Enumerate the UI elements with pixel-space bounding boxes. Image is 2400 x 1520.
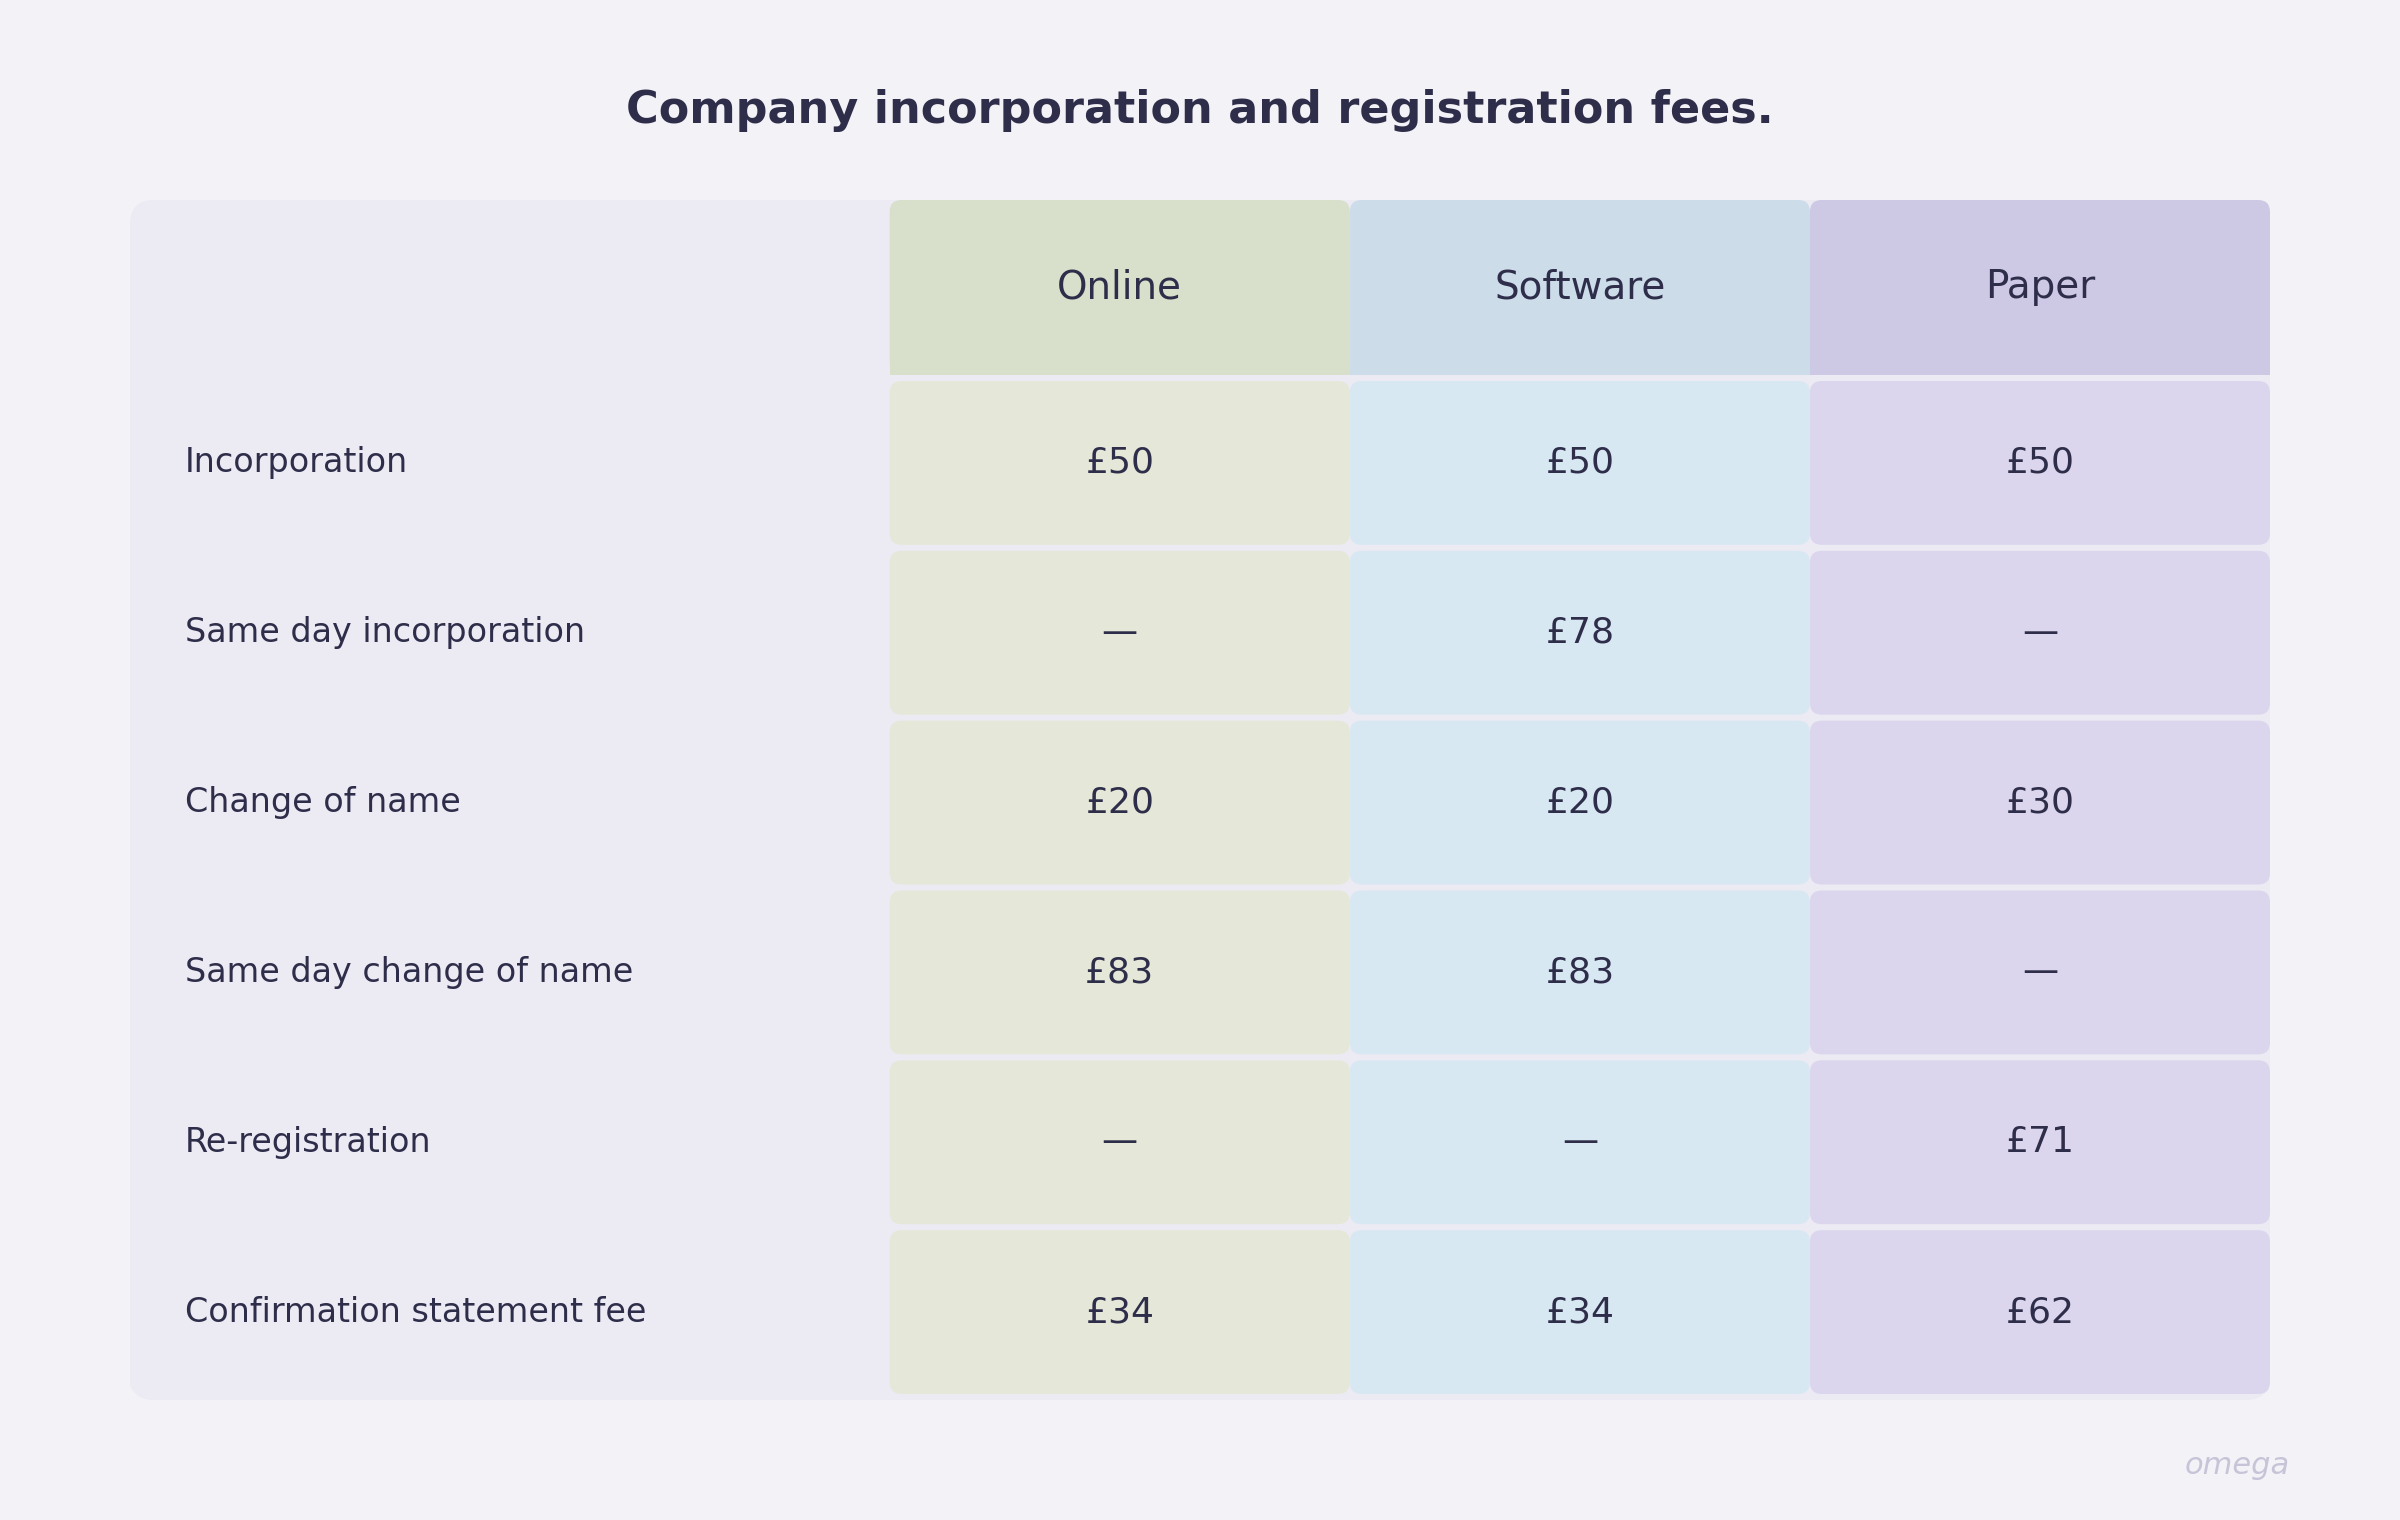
Text: £50: £50 [2006, 445, 2074, 480]
Text: Change of name: Change of name [185, 786, 461, 819]
Text: —: — [1102, 1125, 1138, 1160]
Text: Same day change of name: Same day change of name [185, 956, 634, 990]
FancyBboxPatch shape [890, 382, 1349, 544]
FancyBboxPatch shape [1810, 201, 2270, 375]
Text: Confirmation statement fee: Confirmation statement fee [185, 1295, 646, 1328]
Text: £50: £50 [1085, 445, 1154, 480]
Text: £30: £30 [2006, 786, 2074, 819]
Text: Online: Online [1058, 269, 1183, 307]
Text: Paper: Paper [1985, 269, 2095, 307]
Text: £50: £50 [1546, 445, 1615, 480]
FancyBboxPatch shape [1810, 382, 2270, 544]
FancyBboxPatch shape [130, 1061, 890, 1224]
FancyBboxPatch shape [130, 382, 890, 544]
Bar [1810, 363, 2270, 375]
Text: £83: £83 [1085, 956, 1154, 990]
FancyBboxPatch shape [890, 1230, 1349, 1394]
FancyBboxPatch shape [890, 201, 1349, 375]
Text: £71: £71 [2006, 1125, 2074, 1160]
Text: £20: £20 [1546, 786, 1615, 819]
FancyBboxPatch shape [1810, 720, 2270, 885]
FancyBboxPatch shape [130, 720, 890, 885]
Text: omega: omega [2184, 1450, 2290, 1479]
FancyBboxPatch shape [890, 550, 1349, 714]
Text: —: — [1102, 616, 1138, 649]
Text: Software: Software [1495, 269, 1666, 307]
FancyBboxPatch shape [890, 891, 1349, 1055]
Text: Same day incorporation: Same day incorporation [185, 616, 586, 649]
FancyBboxPatch shape [1810, 891, 2270, 1055]
FancyBboxPatch shape [1810, 550, 2270, 714]
Text: £62: £62 [2006, 1295, 2074, 1328]
Text: £83: £83 [1546, 956, 1615, 990]
Text: £20: £20 [1085, 786, 1154, 819]
Text: Incorporation: Incorporation [185, 447, 408, 479]
FancyBboxPatch shape [1349, 720, 1810, 885]
Text: £78: £78 [1546, 616, 1615, 649]
FancyBboxPatch shape [130, 1230, 890, 1394]
FancyBboxPatch shape [1810, 1061, 2270, 1224]
FancyBboxPatch shape [1349, 1061, 1810, 1224]
FancyBboxPatch shape [1349, 891, 1810, 1055]
FancyBboxPatch shape [1810, 1230, 2270, 1394]
FancyBboxPatch shape [1349, 382, 1810, 544]
FancyBboxPatch shape [1349, 201, 1810, 375]
Text: —: — [1562, 1125, 1598, 1160]
Text: Company incorporation and registration fees.: Company incorporation and registration f… [626, 88, 1774, 132]
Bar [890, 363, 1349, 375]
Text: Re-registration: Re-registration [185, 1126, 432, 1158]
FancyBboxPatch shape [890, 720, 1349, 885]
Bar [1349, 363, 1810, 375]
FancyBboxPatch shape [130, 201, 2270, 1400]
Text: —: — [2021, 956, 2059, 990]
FancyBboxPatch shape [130, 891, 890, 1055]
Text: £34: £34 [1085, 1295, 1154, 1328]
FancyBboxPatch shape [1349, 550, 1810, 714]
Text: —: — [2021, 616, 2059, 649]
FancyBboxPatch shape [1349, 1230, 1810, 1394]
Text: £34: £34 [1546, 1295, 1615, 1328]
FancyBboxPatch shape [890, 1061, 1349, 1224]
FancyBboxPatch shape [130, 550, 890, 714]
